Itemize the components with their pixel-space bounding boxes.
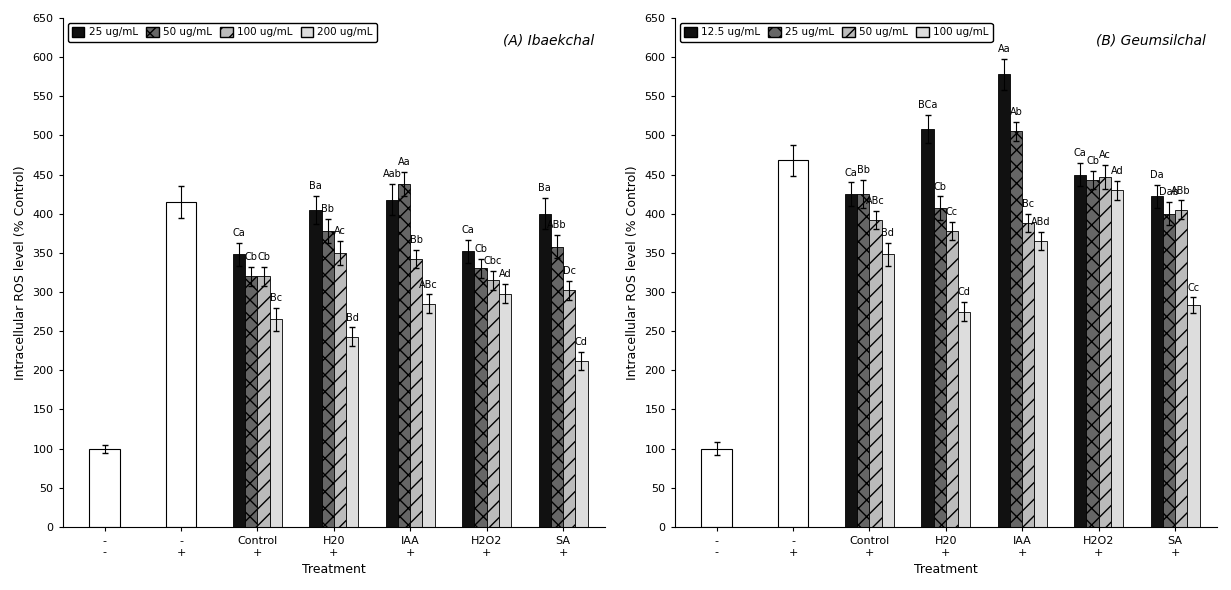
Bar [1176,210,1188,527]
Bar [321,231,334,527]
Bar [245,276,257,527]
Text: ABd: ABd [1030,217,1050,227]
Text: ABb: ABb [1172,186,1192,196]
Bar [550,247,563,527]
Bar [869,220,881,527]
Bar [1075,175,1087,527]
Bar [1099,177,1110,527]
Bar [233,254,245,527]
Text: Cb: Cb [1086,156,1099,166]
Text: Ab: Ab [1009,107,1023,117]
Text: ABc: ABc [867,196,885,206]
Text: Cd: Cd [575,337,588,347]
X-axis label: Treatment: Treatment [302,563,366,576]
Bar [1151,196,1163,527]
Text: Bd: Bd [346,313,358,323]
Text: Dab: Dab [1160,187,1179,197]
Text: Aab: Aab [383,169,401,179]
Text: ABb: ABb [547,220,566,230]
Text: BCa: BCa [918,100,937,110]
Bar [1110,190,1123,527]
Bar [257,276,270,527]
Bar [486,280,499,527]
Bar [1011,132,1022,527]
Text: Ad: Ad [1110,166,1124,176]
Text: Cc: Cc [1188,283,1199,293]
Bar [539,214,550,527]
Bar [410,259,422,527]
Text: Cc: Cc [945,207,958,217]
Bar [474,268,486,527]
Text: Ad: Ad [499,270,511,280]
Text: Cb: Cb [474,244,487,254]
Y-axis label: Intracellular ROS level (% Control): Intracellular ROS level (% Control) [14,165,27,380]
Bar [270,319,282,527]
Bar [778,160,809,527]
Text: Aa: Aa [997,44,1011,54]
Legend: 25 ug/mL, 50 ug/mL, 100 ug/mL, 200 ug/mL: 25 ug/mL, 50 ug/mL, 100 ug/mL, 200 ug/mL [68,23,377,42]
Text: Dc: Dc [563,266,576,276]
Bar [346,337,358,527]
Text: (A) Ibaekchal: (A) Ibaekchal [503,33,595,47]
Bar [575,361,587,527]
Bar [1087,180,1099,527]
Bar [702,448,732,527]
Text: Bc: Bc [1022,199,1034,209]
Bar [398,184,410,527]
Bar [881,254,894,527]
Text: Ac: Ac [334,227,346,237]
Bar [1022,223,1034,527]
Bar [933,208,945,527]
Bar [385,199,398,527]
Text: Bb: Bb [321,205,335,214]
Bar [1034,241,1046,527]
Bar [499,294,511,527]
Y-axis label: Intracellular ROS level (% Control): Intracellular ROS level (% Control) [625,165,639,380]
Bar [309,210,321,527]
Bar [166,202,196,527]
Text: Ba: Ba [538,183,551,194]
Text: Ba: Ba [309,181,321,191]
Bar [1188,305,1199,527]
X-axis label: Treatment: Treatment [913,563,977,576]
Bar [945,231,958,527]
Text: Aa: Aa [398,158,410,168]
Text: Da: Da [1150,170,1163,180]
Text: Ac: Ac [1099,150,1110,160]
Legend: 12.5 ug/mL, 25 ug/mL, 50 ug/mL, 100 ug/mL: 12.5 ug/mL, 25 ug/mL, 50 ug/mL, 100 ug/m… [680,23,992,42]
Text: Cb: Cb [257,253,270,262]
Bar [844,194,857,527]
Bar [958,312,970,527]
Text: Cbc: Cbc [484,256,502,266]
Text: Bc: Bc [270,293,282,303]
Text: Cb: Cb [245,253,257,262]
Bar [1163,214,1176,527]
Text: Ca: Ca [462,225,475,235]
Bar [90,448,119,527]
Bar [922,129,933,527]
Text: Ca: Ca [844,168,858,178]
Text: (B) Geumsilchal: (B) Geumsilchal [1097,33,1206,47]
Bar [857,194,869,527]
Bar [422,304,435,527]
Bar [462,251,474,527]
Text: Bb: Bb [410,235,423,245]
Bar [563,290,575,527]
Text: Cb: Cb [933,182,947,192]
Text: Ca: Ca [233,228,245,238]
Bar [998,74,1011,527]
Text: ABc: ABc [420,280,438,290]
Text: Bb: Bb [857,165,870,175]
Text: Bd: Bd [881,228,894,238]
Text: Cd: Cd [958,287,970,297]
Text: Ca: Ca [1073,148,1087,158]
Bar [334,253,346,527]
